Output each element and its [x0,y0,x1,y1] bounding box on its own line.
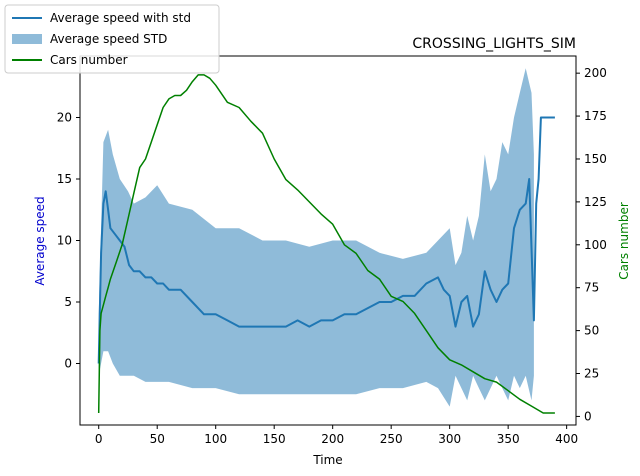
y-right-tick-label-200: 200 [584,66,607,80]
series-cars-number-line [97,74,555,414]
y-axis-left-title: Average speed [33,196,47,285]
legend-label-std: Average speed STD [50,32,167,46]
series-average-speed-line [97,116,555,364]
y-right-tick-label-150: 150 [584,152,607,166]
x-tick-label-100: 100 [204,432,227,446]
x-tick-label-200: 200 [321,432,344,446]
y-left-tick-label-15: 15 [57,172,72,186]
series-std-band [98,68,534,407]
legend-frame [4,4,220,74]
y-left-tick-label-5: 5 [64,295,72,309]
legend-label-speed: Average speed with std [50,11,191,25]
x-tick-label-300: 300 [438,432,461,446]
legend-swatch-std [12,34,42,44]
chart-title: CROSSING_LIGHTS_SIM [412,36,576,52]
x-axis-title: Time [312,453,342,467]
y-right-tick-label-75: 75 [584,281,599,295]
x-tick-label-0: 0 [95,432,103,446]
y-right-tick-label-125: 125 [584,195,607,209]
y-left-tick-label-10: 10 [57,234,72,248]
legend: Average speed with std Average speed STD… [4,4,220,74]
x-tick-label-150: 150 [263,432,286,446]
legend-label-cars: Cars number [50,53,128,67]
x-tick-label-350: 350 [497,432,520,446]
y-right-tick-label-175: 175 [584,109,607,123]
axes: 0 50 100 150 200 250 300 350 4000510152002550751… [57,55,607,446]
y-right-tick-label-25: 25 [584,367,599,381]
y-left-tick-label-0: 0 [64,357,72,371]
y-right-tick-label-0: 0 [584,409,592,423]
y-right-tick-label-50: 50 [584,324,599,338]
plot-area [97,68,555,414]
y-left-tick-label-20: 20 [57,111,72,125]
x-tick-label-50: 50 [150,432,165,446]
y-axis-right-title: Cars number [617,202,631,280]
y-right-tick-label-100: 100 [584,238,607,252]
x-tick-label-250: 250 [380,432,403,446]
x-tick-label-400: 400 [555,432,578,446]
